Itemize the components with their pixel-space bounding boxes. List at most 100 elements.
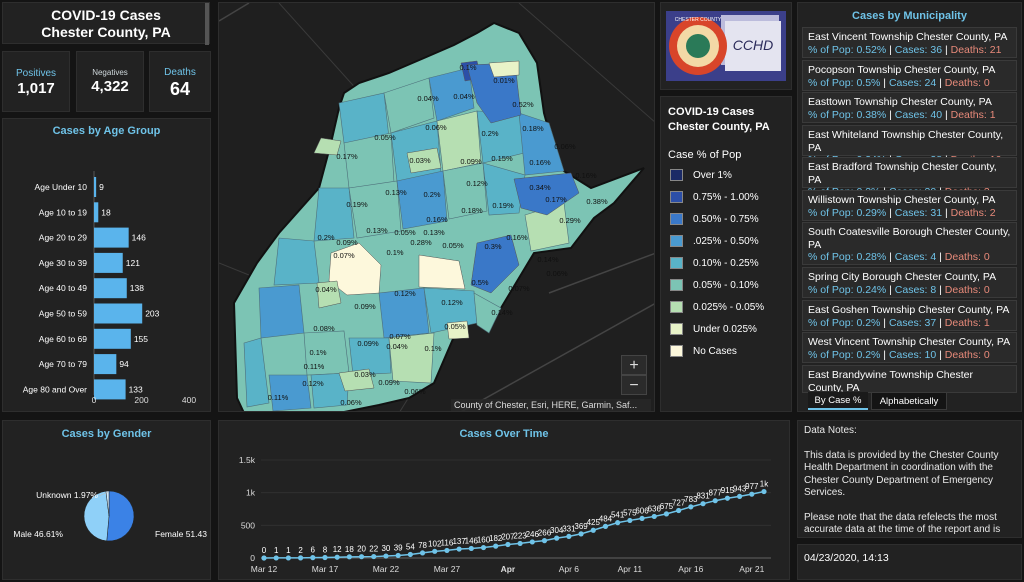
time-point[interactable] [566,533,572,539]
municipality-cell[interactable] [338,368,375,392]
municipality-cell[interactable] [428,67,475,122]
time-point[interactable] [297,555,304,561]
time-point[interactable] [505,541,511,548]
municipality-cell[interactable] [313,137,342,156]
time-point[interactable] [712,498,718,504]
municipality-card[interactable]: East Whiteland Township Chester County, … [802,125,1017,166]
time-point[interactable] [517,540,523,547]
municipality-cell[interactable] [313,187,355,242]
time-point[interactable] [407,551,413,558]
municipality-cell[interactable] [518,112,565,176]
municipality-cell[interactable] [348,180,402,239]
time-point[interactable] [444,547,450,554]
gender-slice[interactable] [105,490,110,517]
municipality-cells[interactable] [243,67,570,411]
time-point[interactable] [724,495,731,501]
time-point[interactable] [371,553,377,560]
age-bar[interactable] [94,177,97,197]
time-point[interactable] [541,538,548,544]
time-point[interactable] [322,554,328,561]
municipality-card[interactable]: South Coatesville Borough Chester County… [802,222,1017,265]
municipality-card[interactable]: East Bradford Township Chester County, P… [802,157,1017,198]
municipality-cell[interactable] [258,284,305,339]
time-point[interactable] [432,548,438,554]
municipality-cell[interactable] [273,237,320,286]
age-bar[interactable] [94,379,126,400]
time-point[interactable] [676,507,682,514]
time-point[interactable] [615,520,621,526]
time-point[interactable] [602,523,609,529]
age-bar[interactable] [94,303,143,324]
time-point[interactable] [395,552,401,559]
municipality-cell[interactable] [470,234,520,294]
municipality-card[interactable]: Spring City Borough Chester County, PA% … [802,267,1017,298]
map-attribution[interactable]: County of Chester, Esri, HERE, Garmin, S… [451,399,651,411]
zoom-out-button[interactable]: − [621,375,647,395]
time-point[interactable] [737,493,743,499]
time-point[interactable] [334,554,340,560]
age-bar[interactable] [94,278,127,299]
municipality-cell[interactable] [482,162,526,216]
municipality-cell[interactable] [436,110,482,172]
municipality-cell[interactable] [243,337,270,408]
municipality-cell[interactable] [383,77,435,134]
time-point[interactable] [310,555,316,561]
age-bar[interactable] [94,354,117,375]
time-point[interactable] [688,504,694,510]
time-point[interactable] [749,491,755,497]
municipality-cell[interactable] [388,332,435,384]
map-canvas[interactable]: 0.1%0.01%0.04% 0.04%0.52%0.2%0.18%0.05%0.… [219,3,655,412]
municipality-cell[interactable] [378,287,430,339]
municipality-card[interactable]: East Brandywine Township Chester County,… [802,365,1017,394]
time-point[interactable] [639,515,645,522]
time-point[interactable] [273,555,279,561]
municipality-cell[interactable] [406,147,442,174]
time-point[interactable] [419,550,426,556]
time-point[interactable] [261,555,267,561]
municipality-cell[interactable] [396,170,448,230]
time-point[interactable] [761,488,767,495]
time-point[interactable] [468,545,474,552]
age-bar[interactable] [94,252,123,273]
time-point[interactable] [480,544,487,551]
time-point[interactable] [346,554,352,560]
time-point[interactable] [285,555,291,561]
municipality-cell[interactable] [268,374,312,411]
time-point[interactable] [663,511,670,517]
choropleth-map[interactable]: 0.1% 0.01% 0.04% 0.04% 0.52% 0.2% 0.18% 0.05% 0.… [218,2,655,412]
tab-by-case-percent[interactable]: By Case % [808,392,868,410]
time-point[interactable] [456,546,462,552]
time-point[interactable] [578,531,584,537]
municipality-cell[interactable] [473,292,502,334]
time-point[interactable] [590,527,596,533]
municipality-card[interactable]: Willistown Township Chester County, PA% … [802,190,1017,221]
time-point[interactable] [700,501,706,507]
municipality-cell[interactable] [442,162,488,220]
municipality-cell[interactable] [446,320,470,340]
no-cases-area[interactable] [418,254,466,290]
time-point[interactable] [358,554,365,560]
time-point[interactable] [383,553,389,559]
time-point[interactable] [627,517,633,524]
municipality-cell[interactable] [488,60,520,78]
municipality-card[interactable]: East Goshen Township Chester County, PA%… [802,300,1017,331]
municipality-card[interactable]: Pocopson Township Chester County, PA% of… [802,60,1017,91]
age-bar[interactable] [94,202,99,223]
age-bar[interactable] [94,227,129,248]
data-notes-panel[interactable]: Data Notes: This data is provided by the… [797,420,1022,538]
municipality-list-panel[interactable]: Cases by Municipality East Vincent Towns… [797,2,1022,412]
time-point[interactable] [493,543,499,549]
municipality-cell[interactable] [348,337,392,376]
gender-slice[interactable] [106,490,135,542]
municipality-card[interactable]: Easttown Township Chester County, PA% of… [802,92,1017,123]
municipality-cell[interactable] [310,372,350,409]
municipality-cell[interactable] [316,280,342,309]
tab-alphabetically[interactable]: Alphabetically [871,392,947,410]
gender-slice[interactable] [83,490,110,542]
municipality-cell[interactable] [513,172,580,216]
no-cases-area[interactable] [328,242,382,296]
zoom-in-button[interactable]: + [621,355,647,375]
municipality-card[interactable]: East Vincent Township Chester County, PA… [802,27,1017,58]
municipality-card[interactable]: West Vincent Township Chester County, PA… [802,332,1017,363]
time-point[interactable] [554,535,560,541]
